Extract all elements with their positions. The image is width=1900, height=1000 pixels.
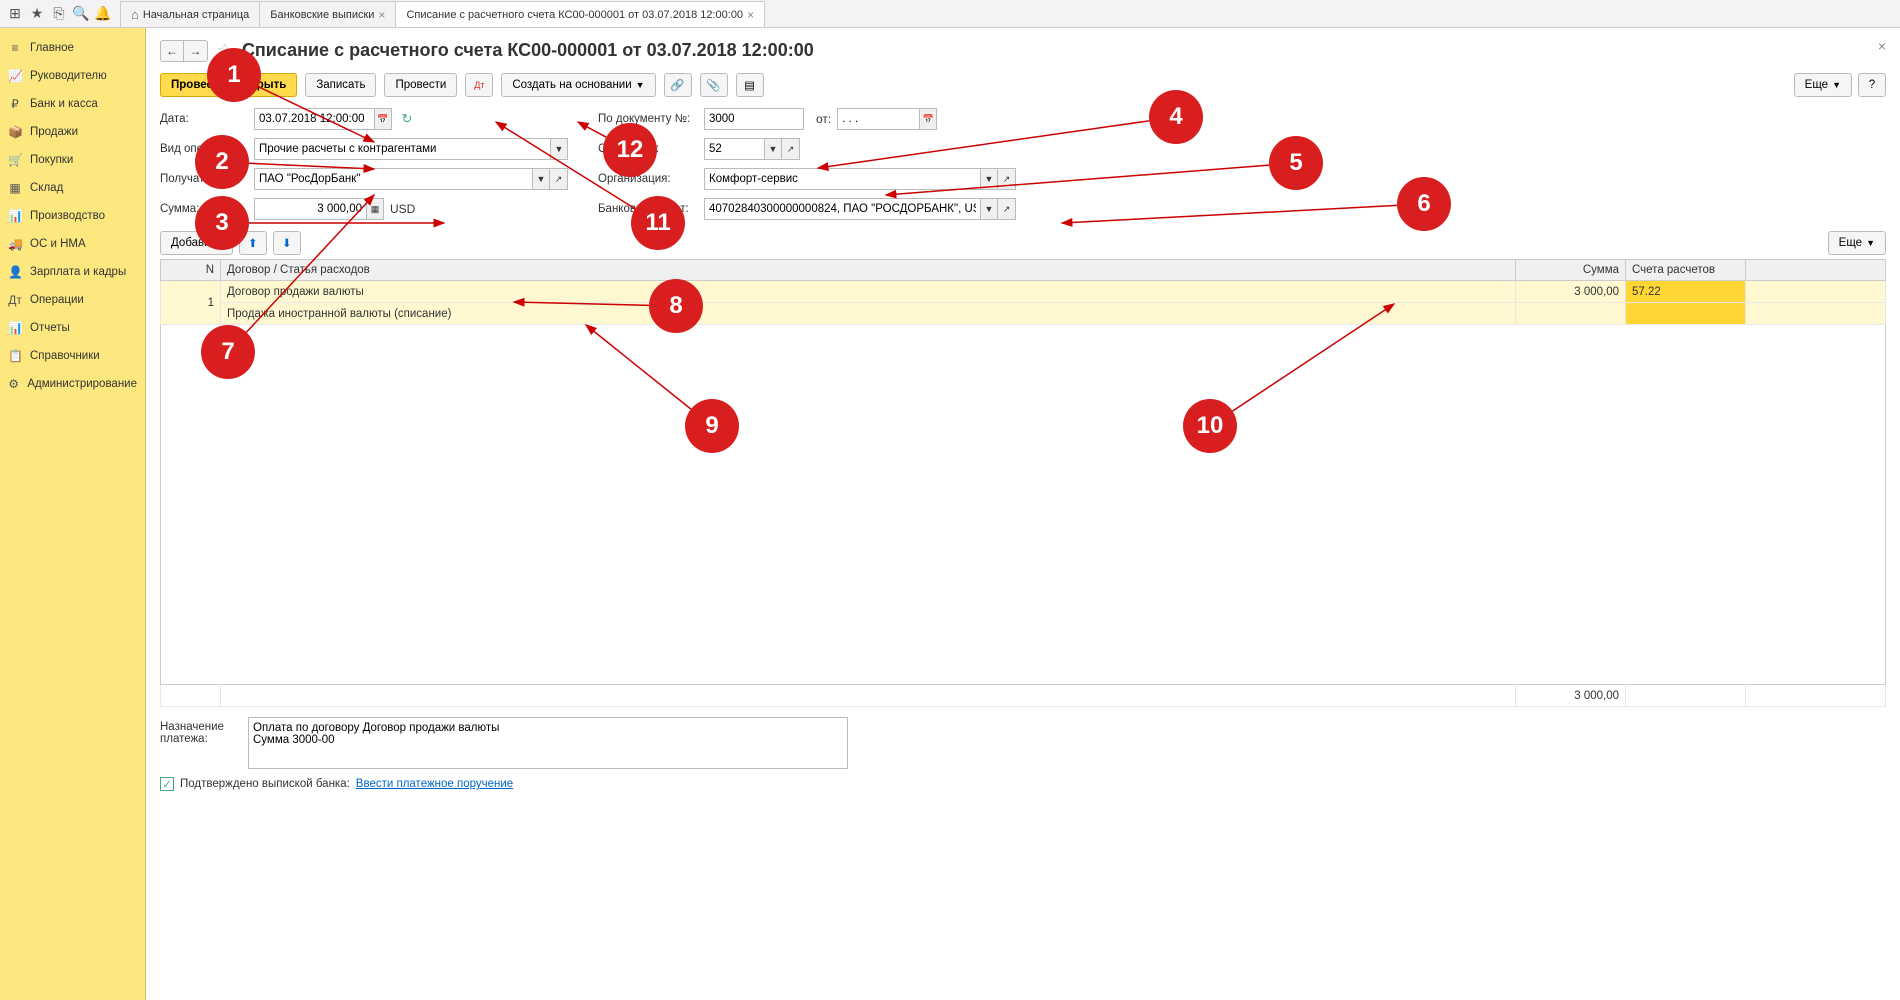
sidebar-item[interactable]: 📋Справочники — [0, 342, 145, 370]
dropdown-icon[interactable]: ▼ — [550, 138, 568, 160]
nav-fwd-button[interactable]: → — [184, 40, 208, 62]
dtkt-icon[interactable]: Дт — [465, 73, 493, 97]
open-icon[interactable]: ↗ — [550, 168, 568, 190]
toolbar-icon[interactable]: 🔍 — [70, 3, 92, 25]
down-icon[interactable]: ⬇ — [273, 231, 301, 255]
sidebar-item[interactable]: 📈Руководителю — [0, 62, 145, 90]
calendar-icon[interactable]: 📅 — [919, 108, 937, 130]
provesti-button[interactable]: Провести — [384, 73, 457, 97]
purpose-input[interactable] — [248, 717, 848, 769]
help-button[interactable]: ? — [1858, 73, 1886, 97]
tabs: ⌂Начальная страницаБанковские выписки×Сп… — [120, 0, 764, 27]
sidebar-item[interactable]: 👤Зарплата и кадры — [0, 258, 145, 286]
toolbar-icon[interactable]: ★ — [26, 3, 48, 25]
purpose-label: Назначение платежа: — [160, 717, 240, 745]
doc-title: Списание с расчетного счета КС00-000001 … — [242, 40, 814, 61]
bottom-area: Назначение платежа: ✓ Подтверждено выпис… — [160, 717, 1886, 791]
doc-header: ← → ☆ Списание с расчетного счета КС00-0… — [160, 38, 1886, 63]
dropdown-icon[interactable]: ▼ — [980, 168, 998, 190]
open-icon[interactable]: ↗ — [782, 138, 800, 160]
date-input[interactable] — [254, 108, 374, 130]
sidebar-item[interactable]: ДтОперации — [0, 286, 145, 314]
tab[interactable]: Банковские выписки× — [259, 1, 396, 27]
tab[interactable]: Списание с расчетного счета КС00-000001 … — [395, 1, 765, 27]
sum-label: Сумма: — [160, 203, 248, 215]
toolbar-icon[interactable]: 🔔 — [92, 3, 114, 25]
col-n[interactable]: N — [161, 260, 221, 281]
create-based-button[interactable]: Создать на основании▼ — [501, 73, 655, 97]
sidebar: ≡Главное📈Руководителю₽Банк и касса📦Прода… — [0, 28, 146, 1000]
attach-icon[interactable]: 📎 — [700, 73, 728, 97]
table-row[interactable]: 1 Договор продажи валюты 3 000,00 57.22 — [161, 281, 1886, 303]
calendar-icon[interactable]: 📅 — [374, 108, 392, 130]
from-label: от: — [816, 112, 831, 126]
recv-input[interactable] — [254, 168, 532, 190]
col-sum[interactable]: Сумма — [1516, 260, 1626, 281]
top-toolbar: ⊞★⎘🔍🔔 ⌂Начальная страницаБанковские выпи… — [0, 0, 1900, 28]
save-button[interactable]: Записать — [305, 73, 376, 97]
col-contract[interactable]: Договор / Статья расходов — [221, 260, 1516, 281]
add-button[interactable]: Добавить — [160, 231, 233, 255]
col-acc[interactable]: Счета расчетов — [1626, 260, 1746, 281]
recv-label: Получатель: — [160, 173, 248, 185]
currency-label: USD — [390, 202, 415, 216]
sidebar-item[interactable]: 🚚ОС и НМА — [0, 230, 145, 258]
sidebar-item[interactable]: ⚙Администрирование — [0, 370, 145, 398]
star-icon[interactable]: ☆ — [216, 38, 234, 63]
sidebar-item[interactable]: ▦Склад — [0, 174, 145, 202]
form-area: Дата: 📅 ↻ Вид операции: ▼ Получатель: — [160, 107, 1886, 221]
date-label: Дата: — [160, 113, 248, 125]
sidebar-item[interactable]: ₽Банк и касса — [0, 90, 145, 118]
open-icon[interactable]: ↗ — [998, 198, 1016, 220]
table-row[interactable]: Продажа иностранной валюты (списание) — [161, 303, 1886, 325]
acc-label: Счет учета: — [598, 143, 698, 155]
docnum-input[interactable] — [704, 108, 804, 130]
bank-label: Банковский счет: — [598, 203, 698, 215]
up-icon[interactable]: ⬆ — [239, 231, 267, 255]
confirm-checkbox[interactable]: ✓ — [160, 777, 174, 791]
refresh-icon[interactable]: ↻ — [398, 110, 416, 128]
sidebar-item[interactable]: 📊Производство — [0, 202, 145, 230]
sum-input[interactable] — [254, 198, 366, 220]
dropdown-icon[interactable]: ▼ — [764, 138, 782, 160]
bank-input[interactable] — [704, 198, 980, 220]
docnum-label: По документу №: — [598, 113, 698, 125]
doc-toolbar: Провести и закрыть Записать Провести Дт … — [160, 73, 1886, 97]
open-icon[interactable]: ↗ — [998, 168, 1016, 190]
nav-back-button[interactable]: ← — [160, 40, 184, 62]
dropdown-icon[interactable]: ▼ — [532, 168, 550, 190]
optype-input[interactable] — [254, 138, 550, 160]
toolbar-icon[interactable]: ⎘ — [48, 3, 70, 25]
more-button[interactable]: Еще▼ — [1794, 73, 1852, 97]
sidebar-item[interactable]: 🛒Покупки — [0, 146, 145, 174]
related-icon[interactable]: 🔗 — [664, 73, 692, 97]
content-area: ← → ☆ Списание с расчетного счета КС00-0… — [146, 28, 1900, 1000]
calc-icon[interactable]: ▦ — [366, 198, 384, 220]
sidebar-item[interactable]: 📊Отчеты — [0, 314, 145, 342]
data-table: N Договор / Статья расходов Сумма Счета … — [160, 259, 1886, 707]
org-input[interactable] — [704, 168, 980, 190]
toolbar-icon[interactable]: ⊞ — [4, 3, 26, 25]
list-icon[interactable]: ▤ — [736, 73, 764, 97]
payment-order-link[interactable]: Ввести платежное поручение — [356, 778, 513, 790]
more-button[interactable]: Еще▼ — [1828, 231, 1886, 255]
sidebar-item[interactable]: 📦Продажи — [0, 118, 145, 146]
table-toolbar: Добавить ⬆ ⬇ Еще▼ — [160, 231, 1886, 255]
post-close-button[interactable]: Провести и закрыть — [160, 73, 297, 97]
total-row: 3 000,00 — [161, 685, 1886, 707]
tab[interactable]: ⌂Начальная страница — [120, 1, 260, 27]
from-input[interactable] — [837, 108, 919, 130]
org-label: Организация: — [598, 173, 698, 185]
optype-label: Вид операции: — [160, 143, 248, 155]
sidebar-item[interactable]: ≡Главное — [0, 34, 145, 62]
dropdown-icon[interactable]: ▼ — [980, 198, 998, 220]
close-icon[interactable]: × — [1878, 38, 1886, 54]
acc-input[interactable] — [704, 138, 764, 160]
confirm-label: Подтверждено выпиской банка: — [180, 778, 350, 790]
